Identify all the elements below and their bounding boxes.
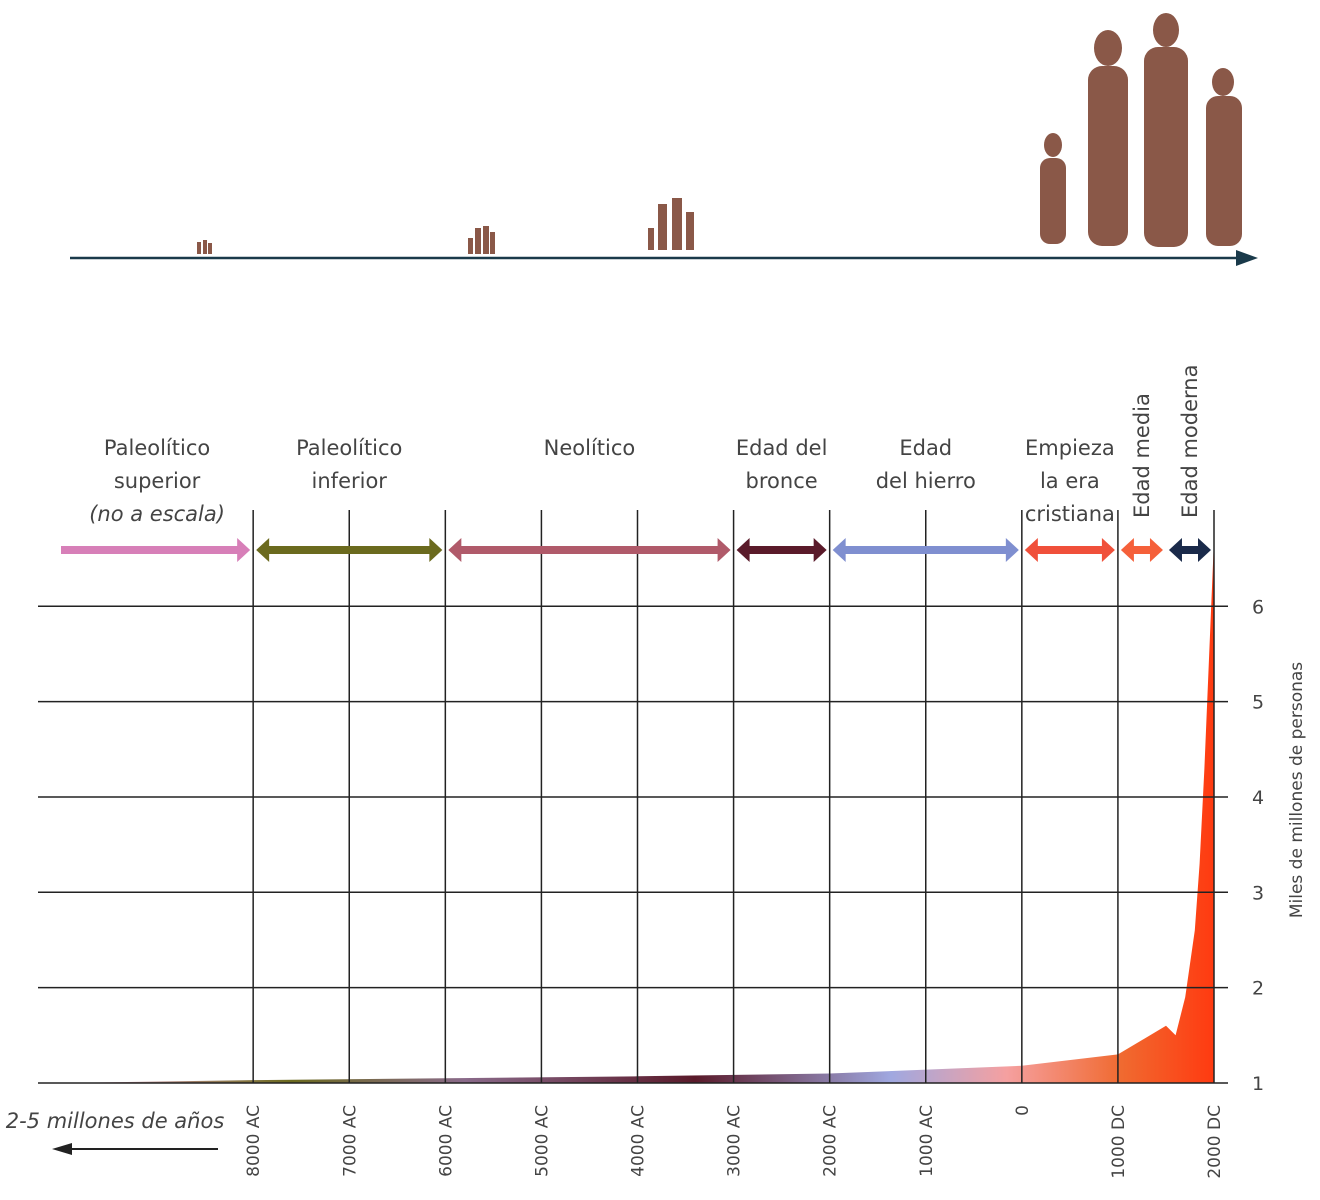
period-label-line: Neolítico [544, 436, 636, 460]
left-arrow-head [52, 1143, 72, 1155]
period-arrow-head [237, 538, 251, 562]
plot: 1 2 3 4 5 6 8000 AC 7000 AC 6000 AC 5000 AC 4000 A… [38, 365, 1264, 1179]
period-arrow-head [1005, 538, 1019, 562]
note: 2-5 millones de años [6, 1109, 225, 1133]
x-tick-label: 6000 AC [436, 1105, 456, 1177]
x-tick-label: 5000 AC [532, 1105, 552, 1177]
period-arrow-head [1149, 538, 1163, 562]
period-arrow-head [1101, 538, 1115, 562]
period-label: Empieza la era cristiana [1025, 436, 1115, 526]
period-label-line: Edad [899, 436, 952, 460]
period-label: Edad moderna [1178, 365, 1202, 518]
period-arrow-head [1120, 538, 1134, 562]
period-label: Edad media [1130, 393, 1154, 518]
period-label-line: (no a escala) [89, 502, 225, 526]
period-label-line: Edad del [736, 436, 828, 460]
period-arrow-head [256, 538, 270, 562]
x-tick-label: 4000 AC [629, 1105, 649, 1177]
period-label: Paleolítico inferior [296, 436, 402, 493]
x-tick-label: 0 [1013, 1105, 1033, 1116]
period-label-line: Paleolítico [296, 436, 402, 460]
x-tick-label: 7000 AC [340, 1105, 360, 1177]
period-label: Edad del hierro [876, 436, 976, 493]
period-label-line: inferior [312, 469, 388, 493]
period-label-line: bronce [746, 469, 818, 493]
x-tick-label: 3000 AC [725, 1105, 745, 1177]
period-label-line: Paleolítico [104, 436, 210, 460]
x-tick-label: 2000 AC [821, 1105, 841, 1177]
x-tick-label: 1000 AC [917, 1105, 937, 1177]
period-label-line: cristiana [1025, 502, 1115, 526]
period-arrow-head [1168, 538, 1182, 562]
x-tick-label: 1000 DC [1109, 1105, 1129, 1179]
period-label-line: superior [114, 469, 201, 493]
period-arrow-head [1024, 538, 1038, 562]
period-arrow-head [832, 538, 846, 562]
period-label-line: Edad media [1130, 393, 1154, 518]
period-arrow-head [736, 538, 750, 562]
y-tick-label: 1 [1252, 1073, 1264, 1095]
period-label: Neolítico [544, 436, 636, 460]
y-tick-label: 2 [1252, 978, 1264, 1000]
x-tick-label: 8000 AC [244, 1105, 264, 1177]
timeline-illustration [70, 13, 1258, 266]
period-arrow-head [717, 538, 731, 562]
y-tick-label: 6 [1252, 596, 1264, 618]
period-label: Paleolítico superior (no a escala) [89, 436, 225, 526]
y-tick-label: 5 [1252, 692, 1264, 714]
y-tick-label: 3 [1252, 882, 1264, 904]
period-label-line: Empieza [1025, 436, 1115, 460]
period-arrow-head [813, 538, 827, 562]
period-label-line: del hierro [876, 469, 976, 493]
period-label-line: Edad moderna [1178, 365, 1202, 518]
period-arrow-head [1198, 538, 1211, 562]
period-label-line: la era [1040, 469, 1100, 493]
y-tick-label: 4 [1252, 787, 1264, 809]
period-arrow-head [429, 538, 443, 562]
y-axis-title: Miles de millones de personas [1287, 662, 1307, 918]
period-label: Edad del bronce [736, 436, 828, 493]
x-tick-label: 2000 DC [1205, 1105, 1225, 1179]
period-arrow-head [448, 538, 462, 562]
